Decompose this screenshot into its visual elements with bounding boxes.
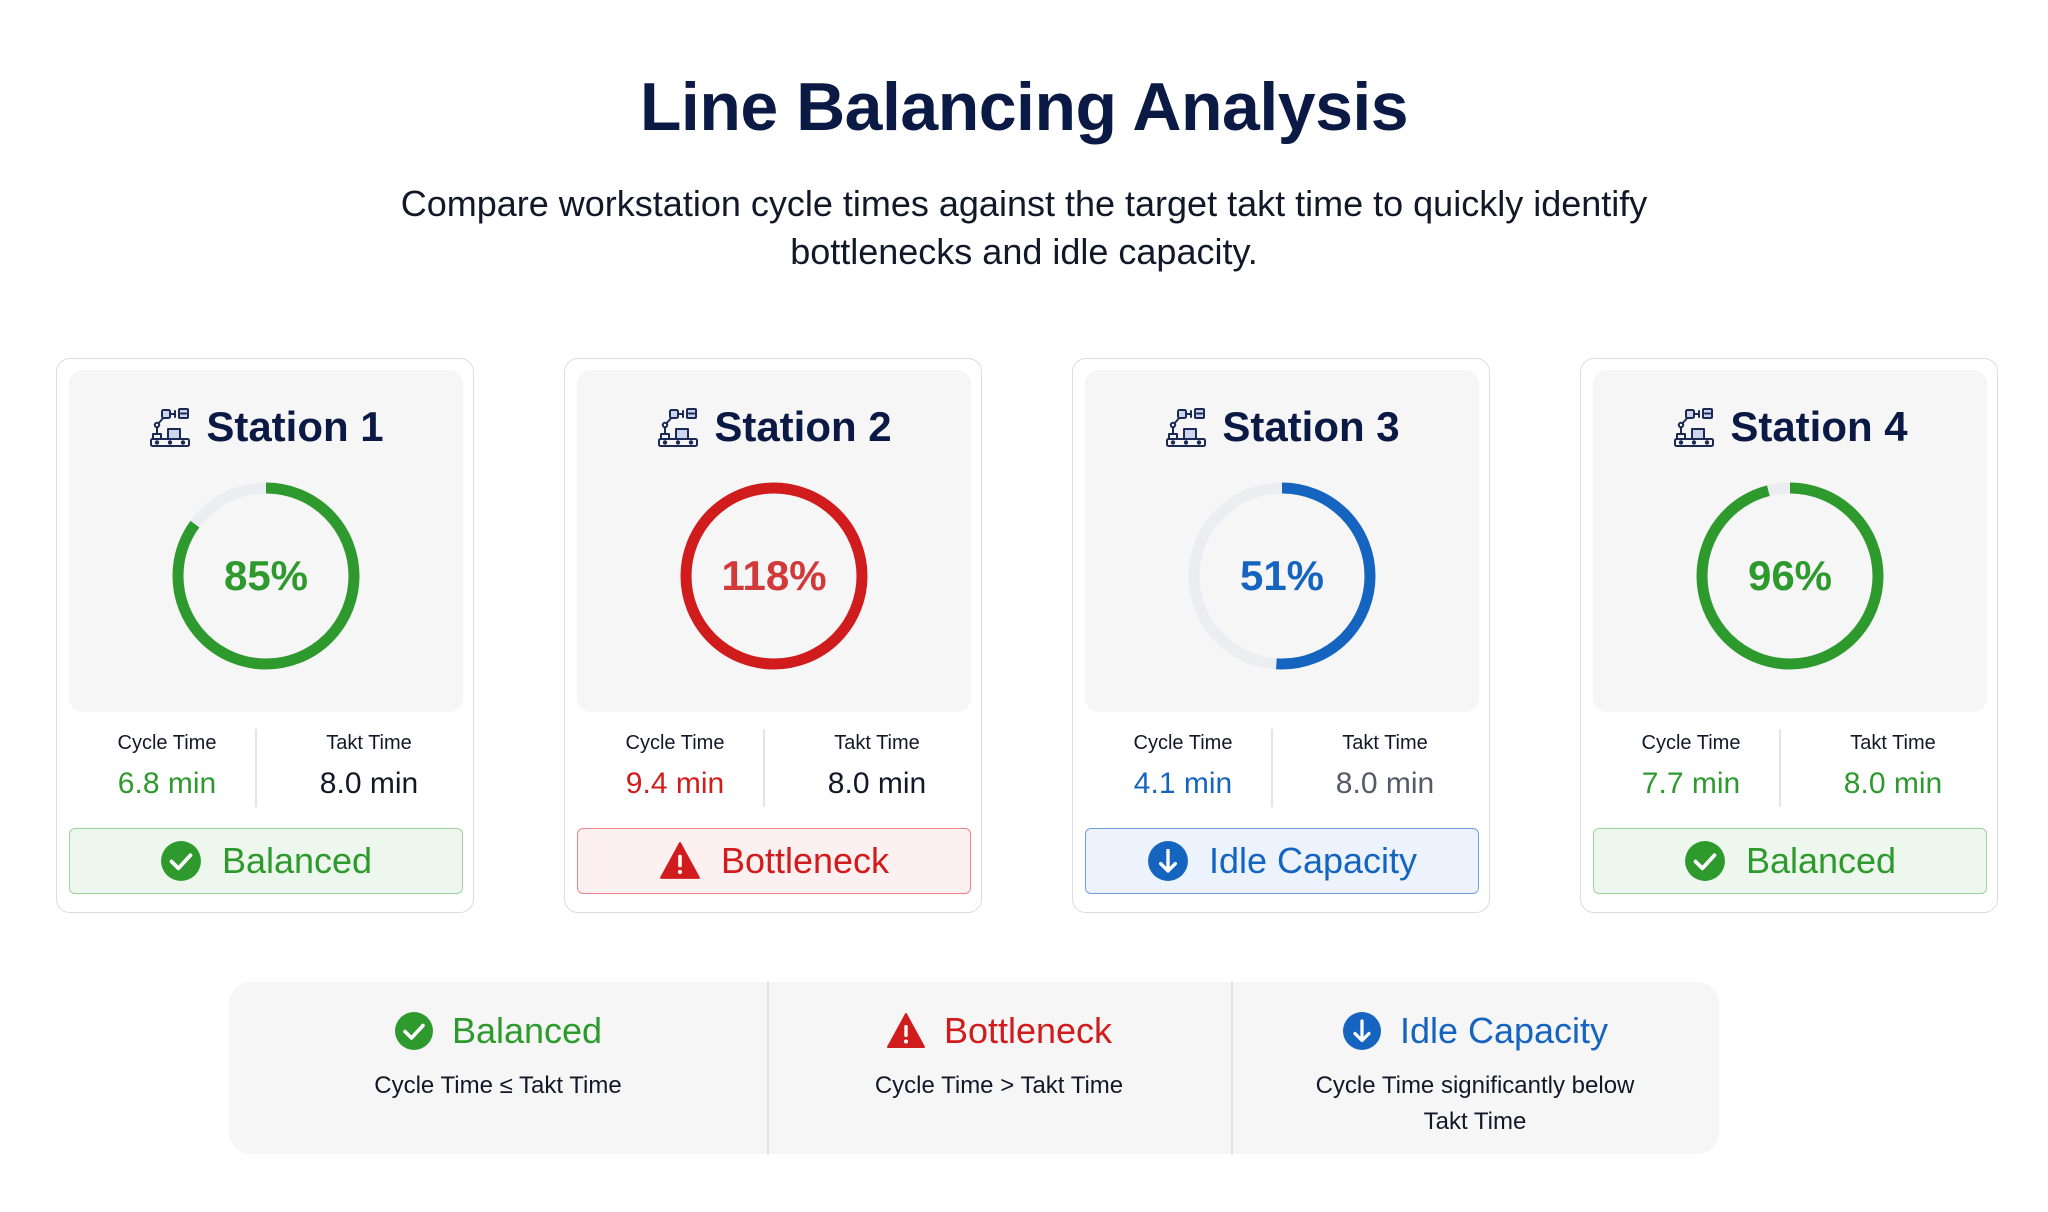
metric-divider [255,729,257,807]
cycle-time-label: Cycle Time [1641,732,1741,754]
arrow-down-circle-icon [1342,1011,1382,1051]
legend-label: Balanced [451,1010,603,1051]
factory-robot-icon [1164,405,1208,449]
legend-label: Bottleneck [943,1010,1113,1051]
station-header: Station 1 [69,402,463,452]
takt-time-value: 8.0 min [1843,767,1943,800]
station-name: Station 4 [1730,403,1908,450]
cycle-time-metric: Cycle Time 6.8 min [69,732,265,801]
cycle-time-label: Cycle Time [117,732,217,754]
gauge-panel: Station 3 51% [1085,370,1479,712]
cycle-time-value: 6.8 min [117,767,217,800]
utilization-ring [680,482,868,670]
takt-time-metric: Takt Time 8.0 min [779,732,975,801]
station-header: Station 3 [1085,402,1479,452]
station-card: Station 3 51% Cycle Time 4.1 min Takt Time 8.… [1072,358,1490,913]
legend-label: Idle Capacity [1399,1010,1609,1051]
status-badge: Balanced [69,828,463,894]
takt-time-metric: Takt Time 8.0 min [271,732,467,801]
utilization-percent: 96% [1747,552,1833,599]
takt-time-metric: Takt Time 8.0 min [1795,732,1991,801]
legend-heading: Balanced [229,1006,767,1056]
status-legend: Balanced Cycle Time ≤ Takt Time Bottleneck… [229,982,1719,1154]
gauge-panel: Station 4 96% [1593,370,1987,712]
status-label: Balanced [1745,840,1897,881]
legend-item-balanced: Balanced Cycle Time ≤ Takt Time [229,982,767,1154]
legend-separator [1231,982,1233,1154]
metric-divider [1779,729,1781,807]
check-circle-icon [1684,840,1726,882]
station-name: Station 1 [206,403,384,450]
takt-time-value: 8.0 min [1335,767,1435,800]
cycle-time-label: Cycle Time [625,732,725,754]
legend-description: Cycle Time ≤ Takt Time [374,1072,622,1099]
status-label: Balanced [221,840,373,881]
takt-time-label: Takt Time [1850,732,1936,754]
takt-time-label: Takt Time [834,732,920,754]
ring-progress-arc [1188,482,1376,670]
cycle-time-value: 7.7 min [1641,767,1741,800]
status-badge: Idle Capacity [1085,828,1479,894]
station-card: Station 2 118% Cycle Time 9.4 min Takt Time 8… [564,358,982,913]
takt-time-label: Takt Time [1342,732,1428,754]
station-name: Station 2 [714,403,892,450]
ring-progress-arc [172,482,360,670]
metric-divider [763,729,765,807]
warning-triangle-icon [886,1011,926,1051]
status-badge: Bottleneck [577,828,971,894]
legend-description: Cycle Time significantly below Takt Time [1315,1072,1635,1135]
legend-separator [767,982,769,1154]
utilization-ring [1188,482,1376,670]
station-card: Station 4 96% Cycle Time 7.7 min Takt Time 8.… [1580,358,1998,913]
takt-time-label: Takt Time [326,732,412,754]
page-subtitle: Compare workstation cycle times against … [400,183,1648,272]
cycle-time-metric: Cycle Time 4.1 min [1085,732,1281,801]
factory-robot-icon [656,405,700,449]
utilization-percent: 85% [223,552,309,599]
ring-progress-arc [680,482,868,670]
station-header: Station 4 [1593,402,1987,452]
legend-item-idle: Idle Capacity Cycle Time significantly be… [1231,982,1719,1154]
cycle-time-label: Cycle Time [1133,732,1233,754]
utilization-percent: 51% [1239,552,1325,599]
legend-heading: Idle Capacity [1231,1006,1719,1056]
gauge-panel: Station 2 118% [577,370,971,712]
status-label: Idle Capacity [1208,840,1418,881]
page-title: Line Balancing Analysis [639,69,1409,145]
legend-heading: Bottleneck [767,1006,1231,1056]
check-circle-icon [160,840,202,882]
status-label: Bottleneck [720,840,890,881]
utilization-percent: 118% [721,552,827,599]
station-header: Station 2 [577,402,971,452]
check-circle-icon [394,1011,434,1051]
station-card: Station 1 85% Cycle Time 6.8 min Takt Time 8.… [56,358,474,913]
cycle-time-metric: Cycle Time 9.4 min [577,732,773,801]
cycle-time-value: 9.4 min [625,767,725,800]
metric-divider [1271,729,1273,807]
gauge-panel: Station 1 85% [69,370,463,712]
station-name: Station 3 [1222,403,1400,450]
takt-time-metric: Takt Time 8.0 min [1287,732,1483,801]
cycle-time-value: 4.1 min [1133,767,1233,800]
utilization-ring [172,482,360,670]
arrow-down-circle-icon [1147,840,1189,882]
ring-progress-arc [1696,482,1884,670]
legend-item-bottleneck: Bottleneck Cycle Time > Takt Time [767,982,1231,1154]
cycle-time-metric: Cycle Time 7.7 min [1593,732,1789,801]
warning-triangle-icon [659,840,701,882]
takt-time-value: 8.0 min [827,767,927,800]
takt-time-value: 8.0 min [319,767,419,800]
factory-robot-icon [1672,405,1716,449]
utilization-ring [1696,482,1884,670]
factory-robot-icon [148,405,192,449]
legend-description: Cycle Time > Takt Time [874,1072,1124,1099]
status-badge: Balanced [1593,828,1987,894]
